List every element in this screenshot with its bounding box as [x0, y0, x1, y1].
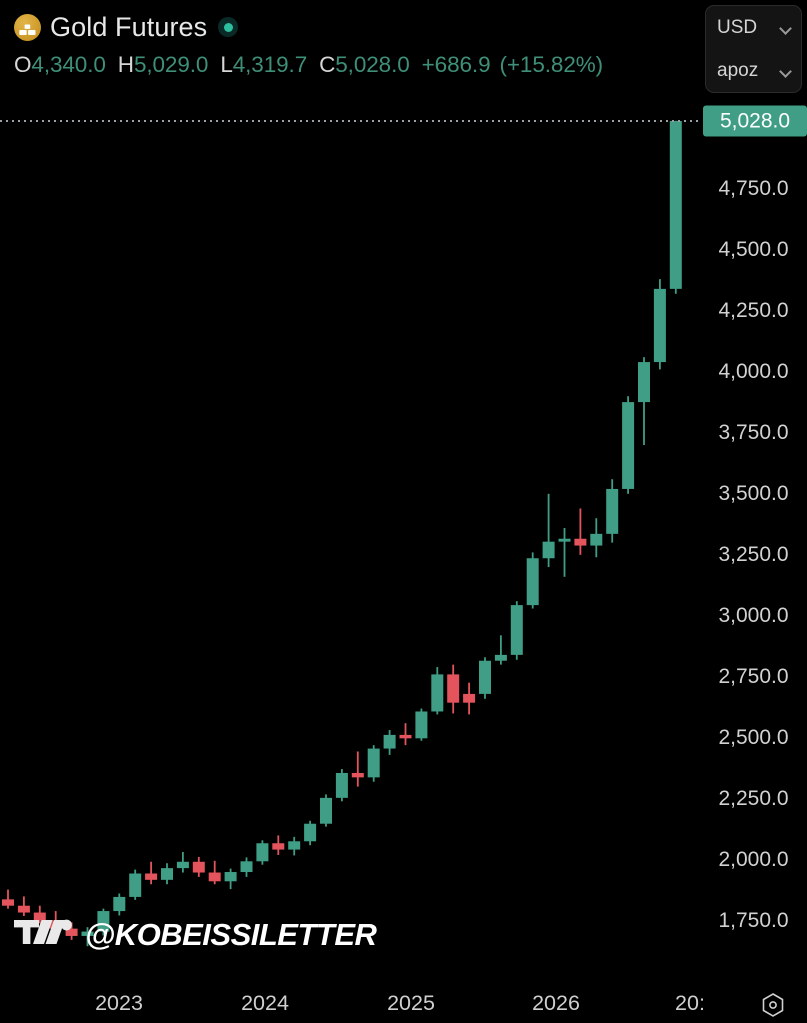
- candle: [526, 552, 539, 609]
- candle: [351, 751, 364, 787]
- candle: [65, 922, 78, 940]
- candle: [415, 708, 428, 741]
- candle: [367, 745, 380, 782]
- candle: [161, 863, 173, 885]
- ohlc-change-value: +686.9: [421, 52, 491, 77]
- chevron-down-icon: [781, 67, 792, 74]
- candle: [638, 357, 650, 446]
- candle: [208, 860, 221, 885]
- price-axis-tick: 1,750.0: [718, 908, 789, 932]
- layout-select[interactable]: apoz: [706, 49, 801, 92]
- ohlc-low-value: 4,319.7: [232, 52, 308, 77]
- price-axis-tick: 4,750.0: [718, 176, 789, 200]
- price-axis-tick: 2,250.0: [718, 786, 789, 810]
- price-axis-tick: 3,000.0: [718, 603, 789, 627]
- ohlc-high-label: H: [117, 52, 134, 77]
- candle: [606, 479, 619, 543]
- ohlc-legend: O4,340.0 H5,029.0 L4,319.7 C5,028.0 +686…: [14, 52, 700, 78]
- last-price-badge: 5,028.0: [703, 105, 807, 137]
- layout-select-label: apoz: [717, 59, 759, 81]
- currency-select[interactable]: USD: [706, 6, 801, 49]
- candle: [494, 635, 507, 665]
- candle: [590, 518, 603, 558]
- candle: [176, 852, 189, 873]
- ohlc-low: L4,319.7: [220, 52, 307, 78]
- candle: [383, 730, 396, 755]
- candle: [447, 664, 460, 714]
- candle: [463, 682, 476, 715]
- time-axis-tick: 2025: [387, 991, 435, 1015]
- candle: [129, 869, 142, 900]
- page-title: Gold Futures: [50, 11, 208, 42]
- price-axis-tick: 2,750.0: [718, 664, 789, 688]
- candle: [33, 905, 46, 924]
- price-axis-tick: 4,250.0: [718, 298, 789, 322]
- candle: [145, 861, 158, 885]
- symbol-row[interactable]: Gold Futures: [14, 9, 700, 45]
- ohlc-open-label: O: [14, 52, 32, 77]
- price-axis-tick: 4,000.0: [718, 359, 789, 383]
- candle: [49, 911, 62, 934]
- candle: [669, 120, 682, 294]
- candle: [113, 893, 126, 916]
- ohlc-high-value: 5,029.0: [133, 52, 209, 77]
- candle: [653, 279, 666, 370]
- chart-plot-area[interactable]: [0, 0, 700, 985]
- candle: [272, 835, 285, 855]
- candle: [479, 657, 491, 699]
- ohlc-low-label: L: [220, 52, 233, 77]
- price-axis-tick: 2,000.0: [718, 847, 789, 871]
- ohlc-open-value: 4,340.0: [31, 52, 106, 77]
- candle: [97, 908, 110, 936]
- time-axis-tick: 2026: [532, 991, 580, 1015]
- price-axis-tick: 3,500.0: [718, 481, 789, 505]
- currency-select-label: USD: [717, 16, 758, 38]
- candle: [622, 396, 635, 494]
- time-axis-tick: 2023: [95, 991, 143, 1015]
- ohlc-close-value: 5,028.0: [335, 52, 410, 77]
- candle: [399, 723, 412, 746]
- ohlc-close-label: C: [319, 52, 336, 77]
- candle: [574, 508, 587, 555]
- gold-bars-icon: [14, 13, 41, 41]
- time-axis-tick: 2024: [241, 991, 289, 1015]
- candle: [304, 820, 317, 846]
- candle: [192, 856, 205, 877]
- price-axis-tick: 4,500.0: [718, 237, 789, 261]
- candle: [256, 840, 269, 865]
- time-axis-tick: 20:: [675, 991, 705, 1015]
- candlestick-series: [2, 120, 682, 947]
- candle: [431, 667, 444, 715]
- chart-header: Gold Futures O4,340.0 H5,029.0 L4,319.7 …: [0, 0, 700, 98]
- ohlc-close: C5,028.0: [319, 52, 410, 78]
- market-status-badge[interactable]: [218, 17, 239, 37]
- price-axis-tick: 3,750.0: [718, 420, 789, 444]
- candle: [510, 601, 523, 660]
- candle: [2, 889, 14, 909]
- price-axis-tick: 2,500.0: [718, 725, 789, 749]
- candle: [288, 836, 301, 856]
- last-price-line: [0, 120, 700, 122]
- candle: [320, 794, 332, 827]
- time-axis[interactable]: 2023 2024 2025 2026 20:: [0, 985, 807, 1023]
- chart-controls-panel: USD apoz: [705, 5, 802, 93]
- price-axis-tick: 3,250.0: [718, 542, 789, 566]
- ohlc-high: H5,029.0: [118, 52, 209, 78]
- chart-settings-hex-icon[interactable]: [759, 991, 787, 1019]
- candle: [542, 493, 555, 568]
- chevron-down-icon: [781, 24, 792, 31]
- ohlc-change-percent: (+15.82%): [499, 52, 604, 77]
- ohlc-open: O4,340.0: [14, 52, 106, 78]
- candle: [558, 527, 571, 577]
- price-axis[interactable]: 5,028.0 4,750.0 4,500.0 4,250.0 4,000.0 3,75…: [700, 0, 807, 985]
- candle: [224, 868, 237, 890]
- candle: [240, 857, 253, 877]
- candle: [335, 769, 348, 802]
- candle: [81, 927, 94, 947]
- candle: [17, 896, 30, 916]
